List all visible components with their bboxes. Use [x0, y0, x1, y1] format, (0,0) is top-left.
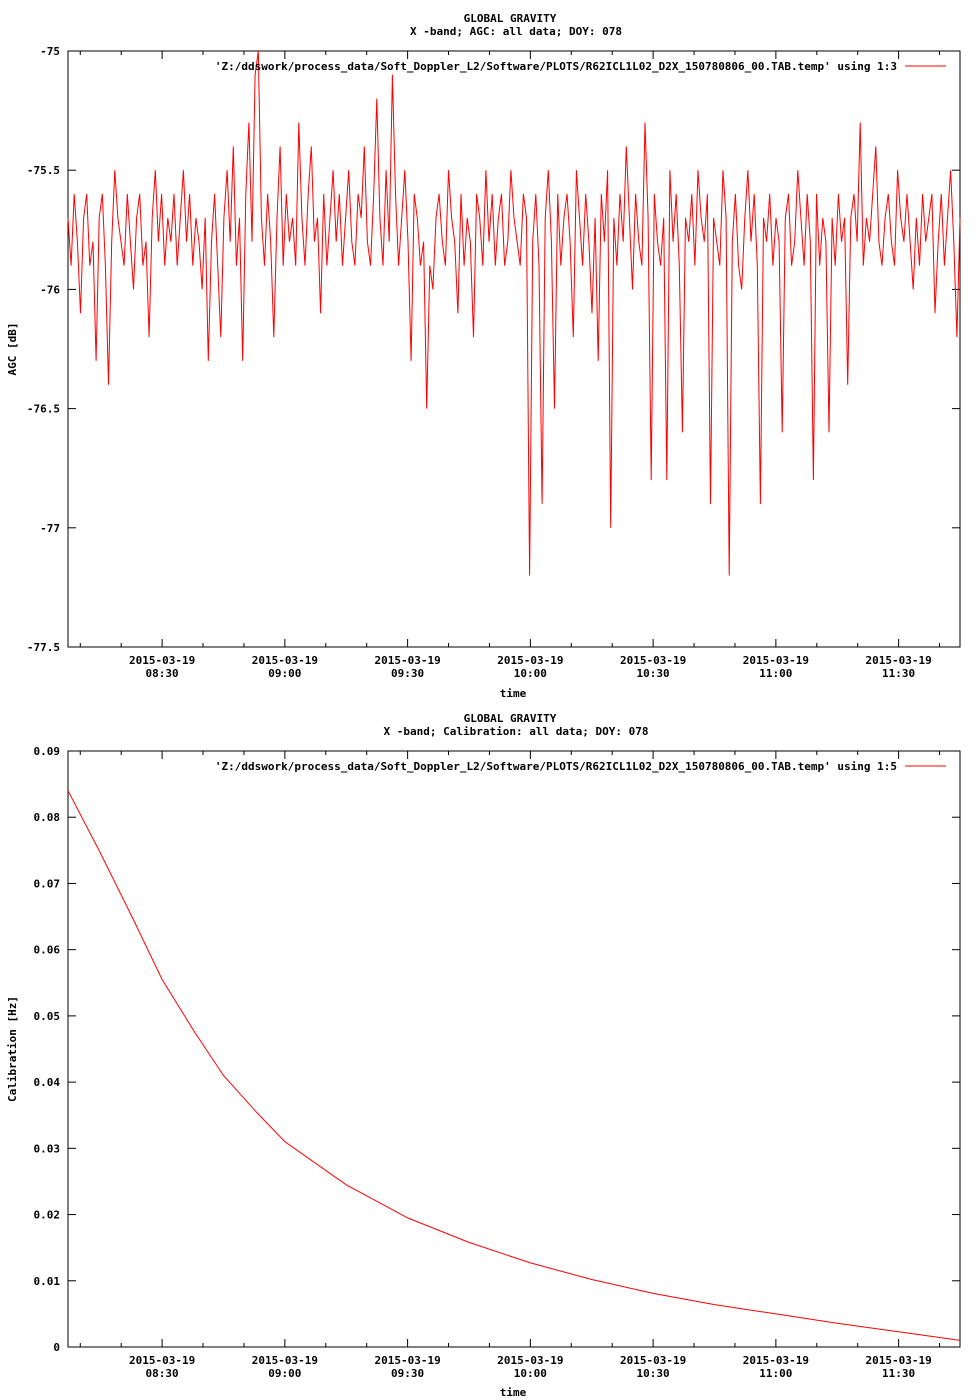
x-tick-time-label: 08:30 [146, 1367, 179, 1380]
agc-y-axis-label: AGC [dB] [6, 323, 19, 376]
agc-chart-title: GLOBAL GRAVITY [464, 12, 557, 25]
y-tick-label: -76.5 [27, 403, 60, 416]
y-tick-label: -77.5 [27, 641, 60, 654]
calibration-y-axis-label: Calibration [Hz] [6, 996, 19, 1102]
x-tick-date-label: 2015-03-19 [866, 1354, 932, 1367]
x-tick-time-label: 10:30 [637, 1367, 670, 1380]
x-tick-date-label: 2015-03-19 [129, 654, 195, 667]
y-tick-label: -75.5 [27, 164, 60, 177]
x-tick-time-label: 09:00 [268, 1367, 301, 1380]
calibration-x-ticks: 2015-03-1908:302015-03-1909:002015-03-19… [79, 751, 941, 1380]
x-tick-date-label: 2015-03-19 [620, 654, 686, 667]
y-tick-label: 0.01 [34, 1275, 61, 1288]
x-tick-date-label: 2015-03-19 [866, 654, 932, 667]
x-tick-time-label: 09:30 [391, 667, 424, 680]
x-tick-date-label: 2015-03-19 [743, 1354, 809, 1367]
agc-series-line [67, 50, 961, 576]
y-tick-label: 0.02 [34, 1209, 61, 1222]
y-tick-label: 0.09 [34, 745, 61, 758]
y-tick-label: 0 [53, 1341, 60, 1354]
agc-y-ticks: -75 -75.5 -76 -76.5 -77 -77.5 [27, 45, 960, 654]
x-tick-time-label: 11:30 [882, 667, 915, 680]
x-tick-time-label: 11:00 [759, 1367, 792, 1380]
agc-x-ticks: 2015-03-1908:302015-03-1909:002015-03-19… [79, 51, 941, 680]
x-tick-time-label: 10:00 [514, 667, 547, 680]
y-tick-label: 0.07 [34, 877, 61, 890]
x-tick-time-label: 11:00 [759, 667, 792, 680]
agc-chart: GLOBAL GRAVITY X -band; AGC: all data; D… [6, 12, 961, 700]
x-tick-date-label: 2015-03-19 [497, 1354, 563, 1367]
calibration-legend-label: 'Z:/ddswork/process_data/Soft_Doppler_L2… [215, 760, 897, 773]
calibration-chart-subtitle: X -band; Calibration: all data; DOY: 078 [384, 725, 649, 738]
x-tick-date-label: 2015-03-19 [252, 654, 318, 667]
x-tick-date-label: 2015-03-19 [252, 1354, 318, 1367]
calibration-y-ticks: 0.09 0.08 0.07 0.06 0.05 0.04 0.03 0.02 0.01 0 [34, 745, 960, 1354]
calibration-chart: GLOBAL GRAVITY X -band; Calibration: all… [6, 712, 961, 1399]
calibration-x-axis-label: time [500, 1386, 527, 1399]
y-tick-label: -75 [40, 45, 60, 58]
x-tick-time-label: 09:30 [391, 1367, 424, 1380]
y-tick-label: 0.05 [34, 1010, 61, 1023]
agc-x-axis-label: time [500, 687, 527, 700]
y-tick-label: -77 [40, 522, 60, 535]
agc-legend-label: 'Z:/ddswork/process_data/Soft_Doppler_L2… [215, 60, 897, 73]
x-tick-date-label: 2015-03-19 [620, 1354, 686, 1367]
x-tick-date-label: 2015-03-19 [743, 654, 809, 667]
x-tick-time-label: 11:30 [882, 1367, 915, 1380]
calibration-plot-frame [67, 750, 961, 1348]
y-tick-label: 0.04 [34, 1076, 61, 1089]
x-tick-date-label: 2015-03-19 [497, 654, 563, 667]
y-tick-label: 0.06 [34, 944, 61, 957]
x-tick-date-label: 2015-03-19 [129, 1354, 195, 1367]
x-tick-time-label: 08:30 [146, 667, 179, 680]
calibration-series-line [67, 790, 961, 1341]
agc-chart-subtitle: X -band; AGC: all data; DOY: 078 [410, 25, 622, 38]
y-tick-label: 0.08 [34, 811, 61, 824]
x-tick-date-label: 2015-03-19 [374, 1354, 440, 1367]
x-tick-date-label: 2015-03-19 [374, 654, 440, 667]
y-tick-label: -76 [40, 283, 60, 296]
x-tick-time-label: 09:00 [268, 667, 301, 680]
x-tick-time-label: 10:30 [637, 667, 670, 680]
agc-plot-frame [67, 50, 961, 648]
x-tick-time-label: 10:00 [514, 1367, 547, 1380]
calibration-chart-title: GLOBAL GRAVITY [464, 712, 557, 725]
y-tick-label: 0.03 [34, 1142, 61, 1155]
